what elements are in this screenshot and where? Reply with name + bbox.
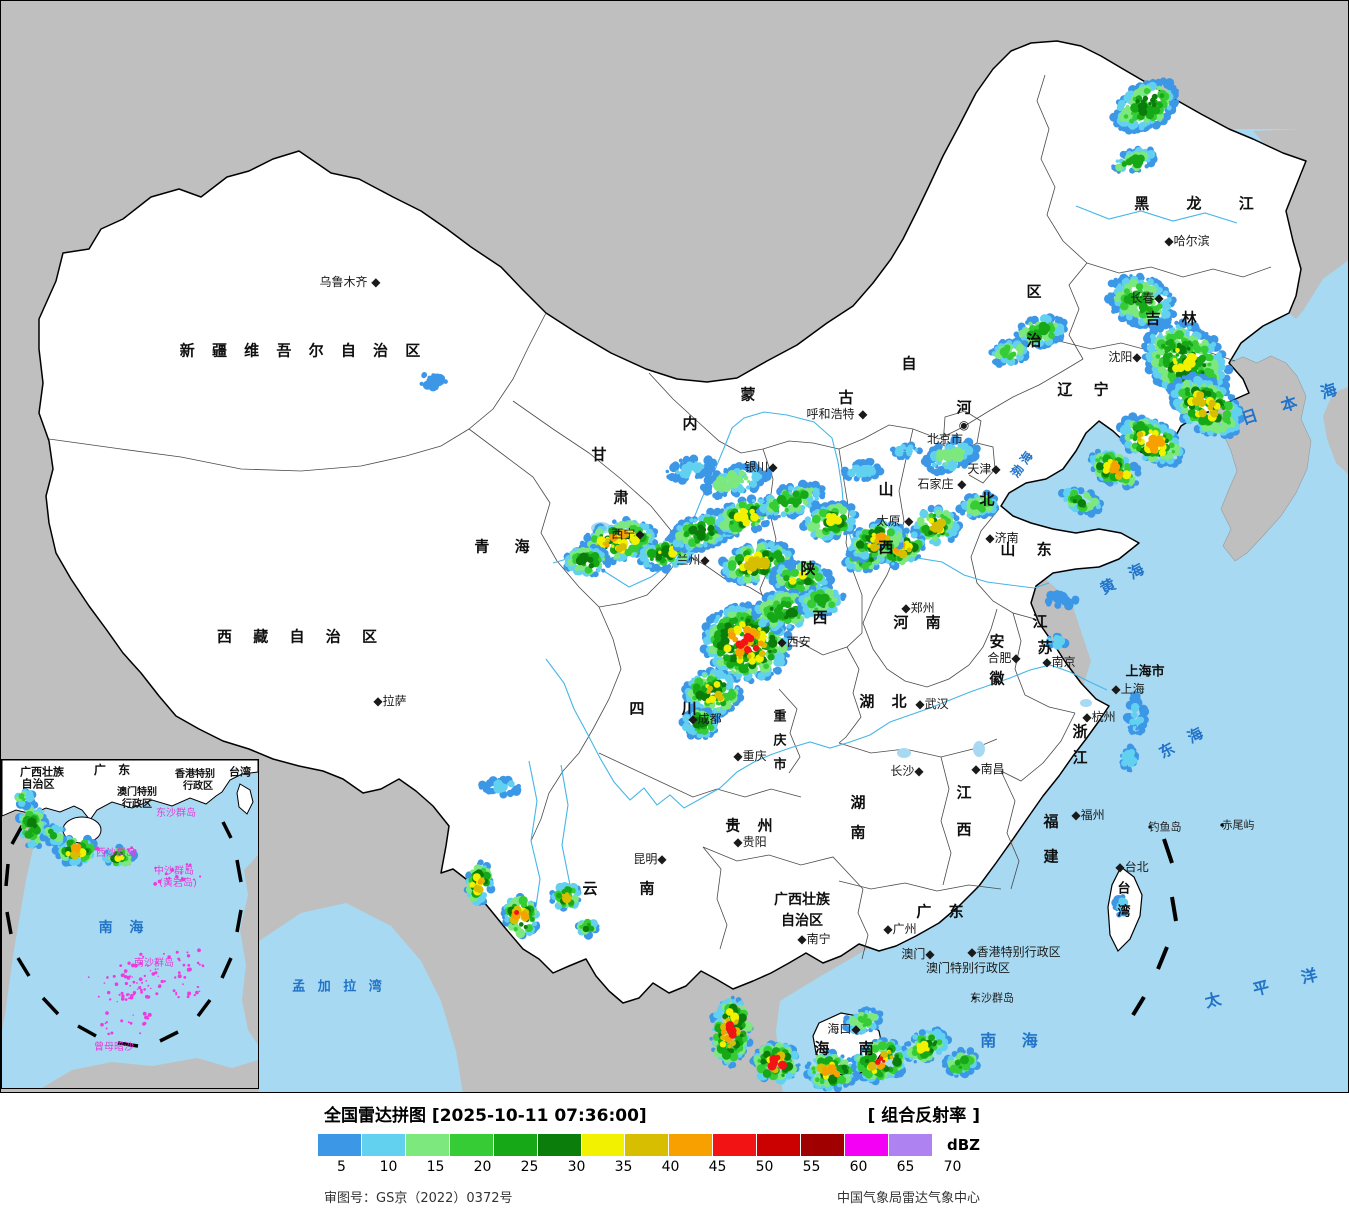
russia-land [1253,127,1348,319]
scale-segment-55 [757,1134,802,1156]
scale-value-5: 5 [337,1159,346,1175]
data-source: 中国气象局雷达气象中心 [836,1191,980,1206]
inset-island-specks [87,846,205,1036]
legend-panel: 全国雷达拼图 [2025-10-11 07:36:00] [ 组合反射率 ] d… [0,1093,1349,1208]
inset-borneo [42,1058,258,1088]
scale-segment-65 [845,1134,889,1156]
inset-nine-dash-line [4,821,243,1048]
scale-segment-50 [713,1134,758,1156]
scale-segment-60 [801,1134,846,1156]
scale-segment-30 [537,1134,582,1156]
scale-value-70: 70 [943,1159,962,1175]
scale-segment-10 [361,1134,406,1156]
china-landmass [38,40,1307,1004]
scale-value-25: 25 [520,1159,539,1175]
scale-value-40: 40 [661,1159,680,1175]
scale-value-65: 65 [896,1159,915,1175]
radar-echo-layer [419,77,1245,1092]
scale-value-35: 35 [614,1159,633,1175]
inset-canvas [2,760,258,1088]
inset-taiwan [236,783,254,815]
scale-value-55: 55 [802,1159,821,1175]
scale-value-20: 20 [473,1159,492,1175]
inset-luzon [240,855,258,1045]
map-canvas [1,1,1348,1092]
legend-title: 全国雷达拼图 [2025-10-11 07:36:00] [324,1106,647,1126]
dbz-scale-values: 5 10 15 20 25 30 35 40 45 50 55 60 65 70 [318,1159,976,1175]
scale-value-45: 45 [708,1159,727,1175]
east-south-sea [776,129,1348,1092]
scale-segment-40 [625,1134,670,1156]
scale-segment-5 [318,1134,362,1156]
scale-segment-15 [405,1134,450,1156]
scale-value-30: 30 [567,1159,586,1175]
legend-product: [ 组合反射率 ] [867,1106,980,1126]
nine-dash-line [1131,838,1178,1017]
bay-of-bengal [259,903,463,1092]
inset-radar-echo-layer [14,788,139,867]
scale-value-15: 15 [426,1159,445,1175]
map-approval-number: 审图号：GS京（2022）0372号 [324,1191,513,1206]
scale-value-10: 10 [379,1159,398,1175]
island-dots [972,823,1224,1000]
scale-segment-25 [493,1134,538,1156]
scale-segment-35 [581,1134,626,1156]
dbz-unit-label: dBZ [946,1136,980,1154]
scale-segment-45 [669,1134,714,1156]
china-radar-map: 新 疆 维 吾 尔 自 治 区西 藏 自 治 区青 海甘肃内蒙古自治区黑 龙 江… [0,0,1349,1093]
scale-value-50: 50 [755,1159,774,1175]
japan-land [1323,386,1348,475]
dbz-color-scale [318,1134,933,1156]
inset-foreign-land [2,800,48,1030]
south-china-sea-inset: 广西壮族 自治区广 东香港特别 行政区 澳门特别 行政区 台湾 东沙群岛 西沙群岛 中沙群岛 (黄… [1,759,259,1089]
scale-segment-70 [888,1134,933,1156]
scale-segment-20 [449,1134,494,1156]
scale-value-60: 60 [849,1159,868,1175]
